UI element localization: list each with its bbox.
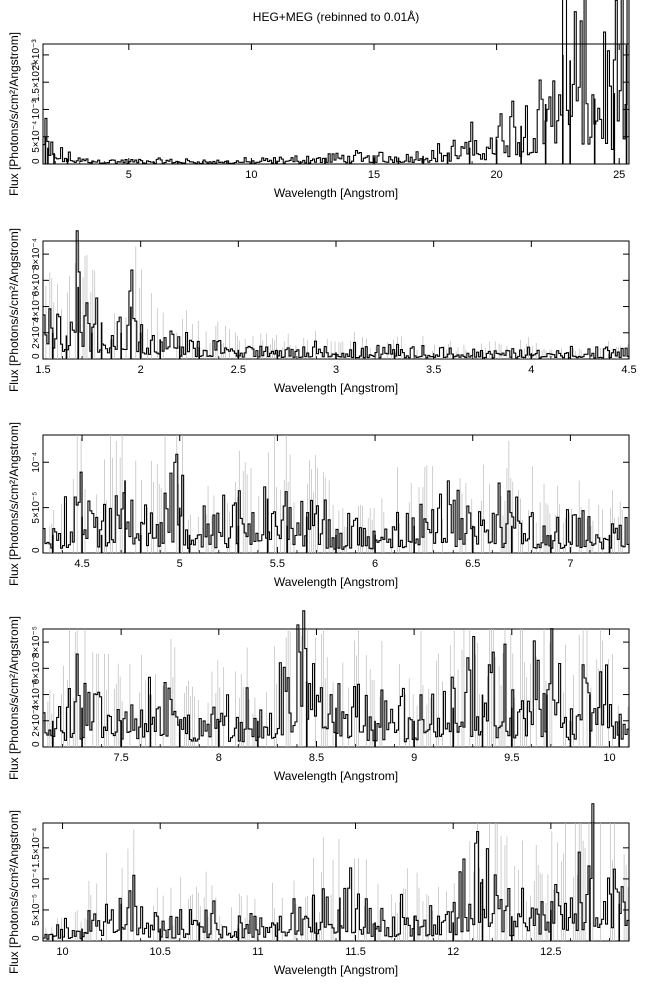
- x-tick-label: 5: [177, 558, 183, 570]
- x-tick-label: 7: [567, 558, 573, 570]
- y-tick-label: 10⁻⁴: [31, 869, 42, 890]
- x-tick-label: 25: [613, 169, 625, 181]
- plot-panel-1: 5 10 15 20 25 0 5×10⁻⁴ 10⁻³1.5×10⁻³2×10⁻³ Wavele…: [7, 0, 630, 200]
- plot-panel-4: 7.5 8 8.5 9 9.5 10 0 2×10⁻⁵4×10⁻⁵6×10⁻⁵8×10⁻⁵ Wa…: [7, 610, 630, 783]
- x-tick-label: 20: [490, 169, 502, 181]
- y-tick-label: 4×10⁻⁴: [31, 291, 42, 323]
- x-tick-label: 10.5: [149, 946, 170, 958]
- y-tick-label: 4×10⁻⁵: [31, 679, 42, 711]
- x-tick-label: 4: [528, 364, 534, 376]
- figure-title: HEG+MEG (rebinned to 0.01Å): [252, 10, 420, 24]
- x-tick-label: 6.5: [465, 558, 480, 570]
- y-axis-label: Flux [Photons/s/cm²/Angstrom]: [7, 616, 21, 780]
- y-tick-label: 6×10⁻⁴: [31, 264, 42, 296]
- y-tick-label: 0: [31, 547, 42, 553]
- y-tick-label: 2×10⁻⁵: [31, 705, 42, 737]
- y-axis-label: Flux [Photons/s/cm²/Angstrom]: [7, 810, 21, 974]
- x-tick-label: 6: [372, 558, 378, 570]
- x-tick-label: 12.5: [540, 946, 561, 958]
- error-bars: [47, 629, 629, 747]
- x-tick-label: 3.5: [426, 364, 441, 376]
- y-tick-label: 1.5×10⁻³: [31, 62, 42, 102]
- plot-panel-2: 1.5 2 2.5 3 3.5 4 4.5 0 2×10⁻⁴4×10⁻⁴6×10⁻⁴8×10⁻⁴…: [7, 228, 637, 395]
- error-bars: [45, 823, 629, 941]
- y-tick-label: 1.5×10⁻⁴: [31, 828, 42, 868]
- x-axis-label: Wavelength [Angstrom]: [274, 769, 398, 783]
- x-tick-label: 4.5: [74, 558, 89, 570]
- x-tick-label: 1.5: [35, 364, 50, 376]
- x-tick-label: 7.5: [113, 752, 128, 764]
- x-tick-label: 9: [411, 752, 417, 764]
- error-bars: [45, 241, 629, 359]
- x-axis-label: Wavelength [Angstrom]: [274, 575, 398, 589]
- x-tick-label: 8.5: [309, 752, 324, 764]
- x-tick-label: 10: [603, 752, 615, 764]
- x-tick-label: 12: [447, 946, 459, 958]
- y-axis-label: Flux [Photons/s/cm²/Angstrom]: [7, 32, 21, 196]
- x-axis-label: Wavelength [Angstrom]: [274, 186, 398, 200]
- y-tick-label: 5×10⁻⁴: [31, 121, 42, 153]
- x-tick-label: 5: [126, 169, 132, 181]
- y-tick-label: 2×10⁻⁴: [31, 317, 42, 349]
- y-tick-label: 8×10⁻⁴: [31, 238, 42, 270]
- x-tick-label: 4.5: [621, 364, 636, 376]
- plot-frame: [42, 43, 630, 165]
- y-tick-label: 10⁻⁴: [31, 452, 42, 473]
- y-tick-label: 0: [31, 353, 42, 359]
- y-tick-label: 6×10⁻⁵: [31, 652, 42, 684]
- plot-panel-5: 10 10.5 11 11.5 12 12.5 0 5×10⁻⁵ 10⁻⁴1.5×10⁻⁴ Wav…: [7, 803, 630, 977]
- spectrum-line: [42, 0, 630, 165]
- spectrum-line: [42, 803, 630, 941]
- x-axis-label: Wavelength [Angstrom]: [274, 963, 398, 977]
- x-tick-label: 10: [56, 946, 68, 958]
- x-tick-label: 5.5: [270, 558, 285, 570]
- plot-panel-3: 4.5 5 5.5 6 6.5 7 0 5×10⁻⁵ 10⁻⁴ Wavelength [Angst…: [7, 422, 630, 589]
- x-tick-label: 2.5: [231, 364, 246, 376]
- y-tick-label: 0: [31, 741, 42, 747]
- y-tick-label: 0: [31, 158, 42, 164]
- x-tick-label: 10: [245, 169, 257, 181]
- y-tick-label: 0: [31, 935, 42, 941]
- y-tick-label: 10⁻³: [31, 99, 42, 119]
- x-tick-label: 2: [138, 364, 144, 376]
- error-bars: [49, 435, 623, 553]
- x-tick-label: 15: [368, 169, 380, 181]
- x-axis-label: Wavelength [Angstrom]: [274, 381, 398, 395]
- y-tick-label: 8×10⁻⁵: [31, 626, 42, 658]
- x-tick-label: 3: [333, 364, 339, 376]
- y-tick-label: 5×10⁻⁵: [31, 894, 42, 926]
- y-axis-label: Flux [Photons/s/cm²/Angstrom]: [7, 228, 21, 392]
- x-tick-label: 11: [252, 946, 263, 958]
- y-axis-label: Flux [Photons/s/cm²/Angstrom]: [7, 422, 21, 586]
- y-tick-label: 2×10⁻³: [31, 39, 42, 71]
- x-tick-label: 9.5: [504, 752, 519, 764]
- x-tick-label: 11.5: [345, 946, 366, 958]
- x-tick-label: 8: [216, 752, 222, 764]
- y-tick-label: 5×10⁻⁵: [31, 492, 42, 524]
